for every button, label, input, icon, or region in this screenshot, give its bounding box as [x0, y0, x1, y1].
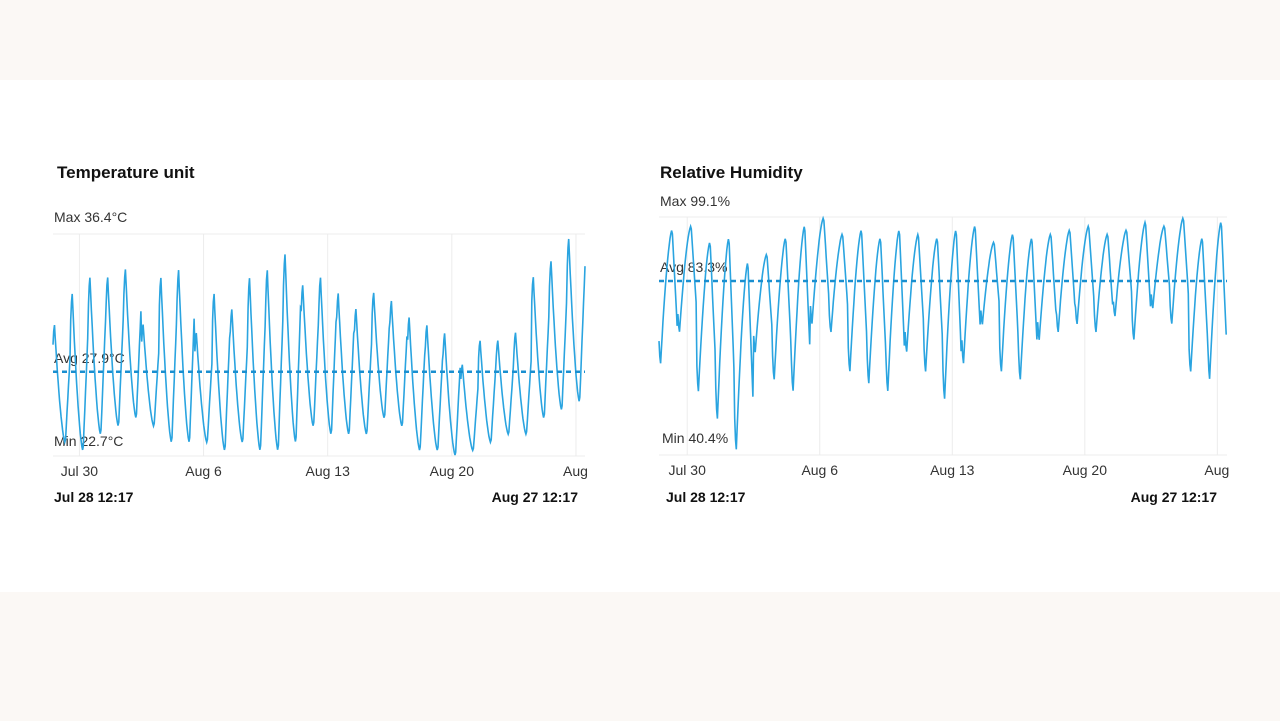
x-tick-label: Aug 13	[930, 462, 975, 478]
x-tick-label: Aug 20	[1063, 462, 1108, 478]
x-tick-label: Aug 6	[185, 463, 222, 479]
top-band	[0, 0, 1280, 80]
x-tick-label: Aug 13	[306, 463, 351, 479]
humidity-chart: Relative Humidity Max 99.1% Avg 83.3% Mi…	[658, 163, 1229, 505]
range-end: Aug 27 12:17	[1131, 489, 1218, 505]
avg-label: Avg 27.9°C	[54, 350, 125, 366]
chart-title: Relative Humidity	[660, 163, 803, 182]
range-start: Jul 28 12:17	[54, 489, 134, 505]
x-tick-label: Jul 30	[61, 463, 99, 479]
series-line	[52, 238, 586, 456]
max-label: Max 36.4°C	[54, 209, 127, 225]
x-tick-label: Jul 30	[669, 462, 707, 478]
temperature-chart: Temperature unit Max 36.4°C Avg 27.9°C M…	[52, 163, 588, 505]
series-line	[658, 215, 1227, 450]
range-start: Jul 28 12:17	[666, 489, 746, 505]
x-tick-label: Aug	[563, 463, 588, 479]
x-tick-label: Aug 20	[430, 463, 475, 479]
bottom-band	[0, 592, 1280, 721]
x-tick-label: Aug 6	[801, 462, 838, 478]
min-label: Min 40.4%	[662, 430, 728, 446]
chart-title: Temperature unit	[57, 163, 195, 182]
min-label: Min 22.7°C	[54, 433, 123, 449]
range-end: Aug 27 12:17	[492, 489, 579, 505]
max-label: Max 99.1%	[660, 193, 730, 209]
x-tick-label: Aug	[1204, 462, 1229, 478]
